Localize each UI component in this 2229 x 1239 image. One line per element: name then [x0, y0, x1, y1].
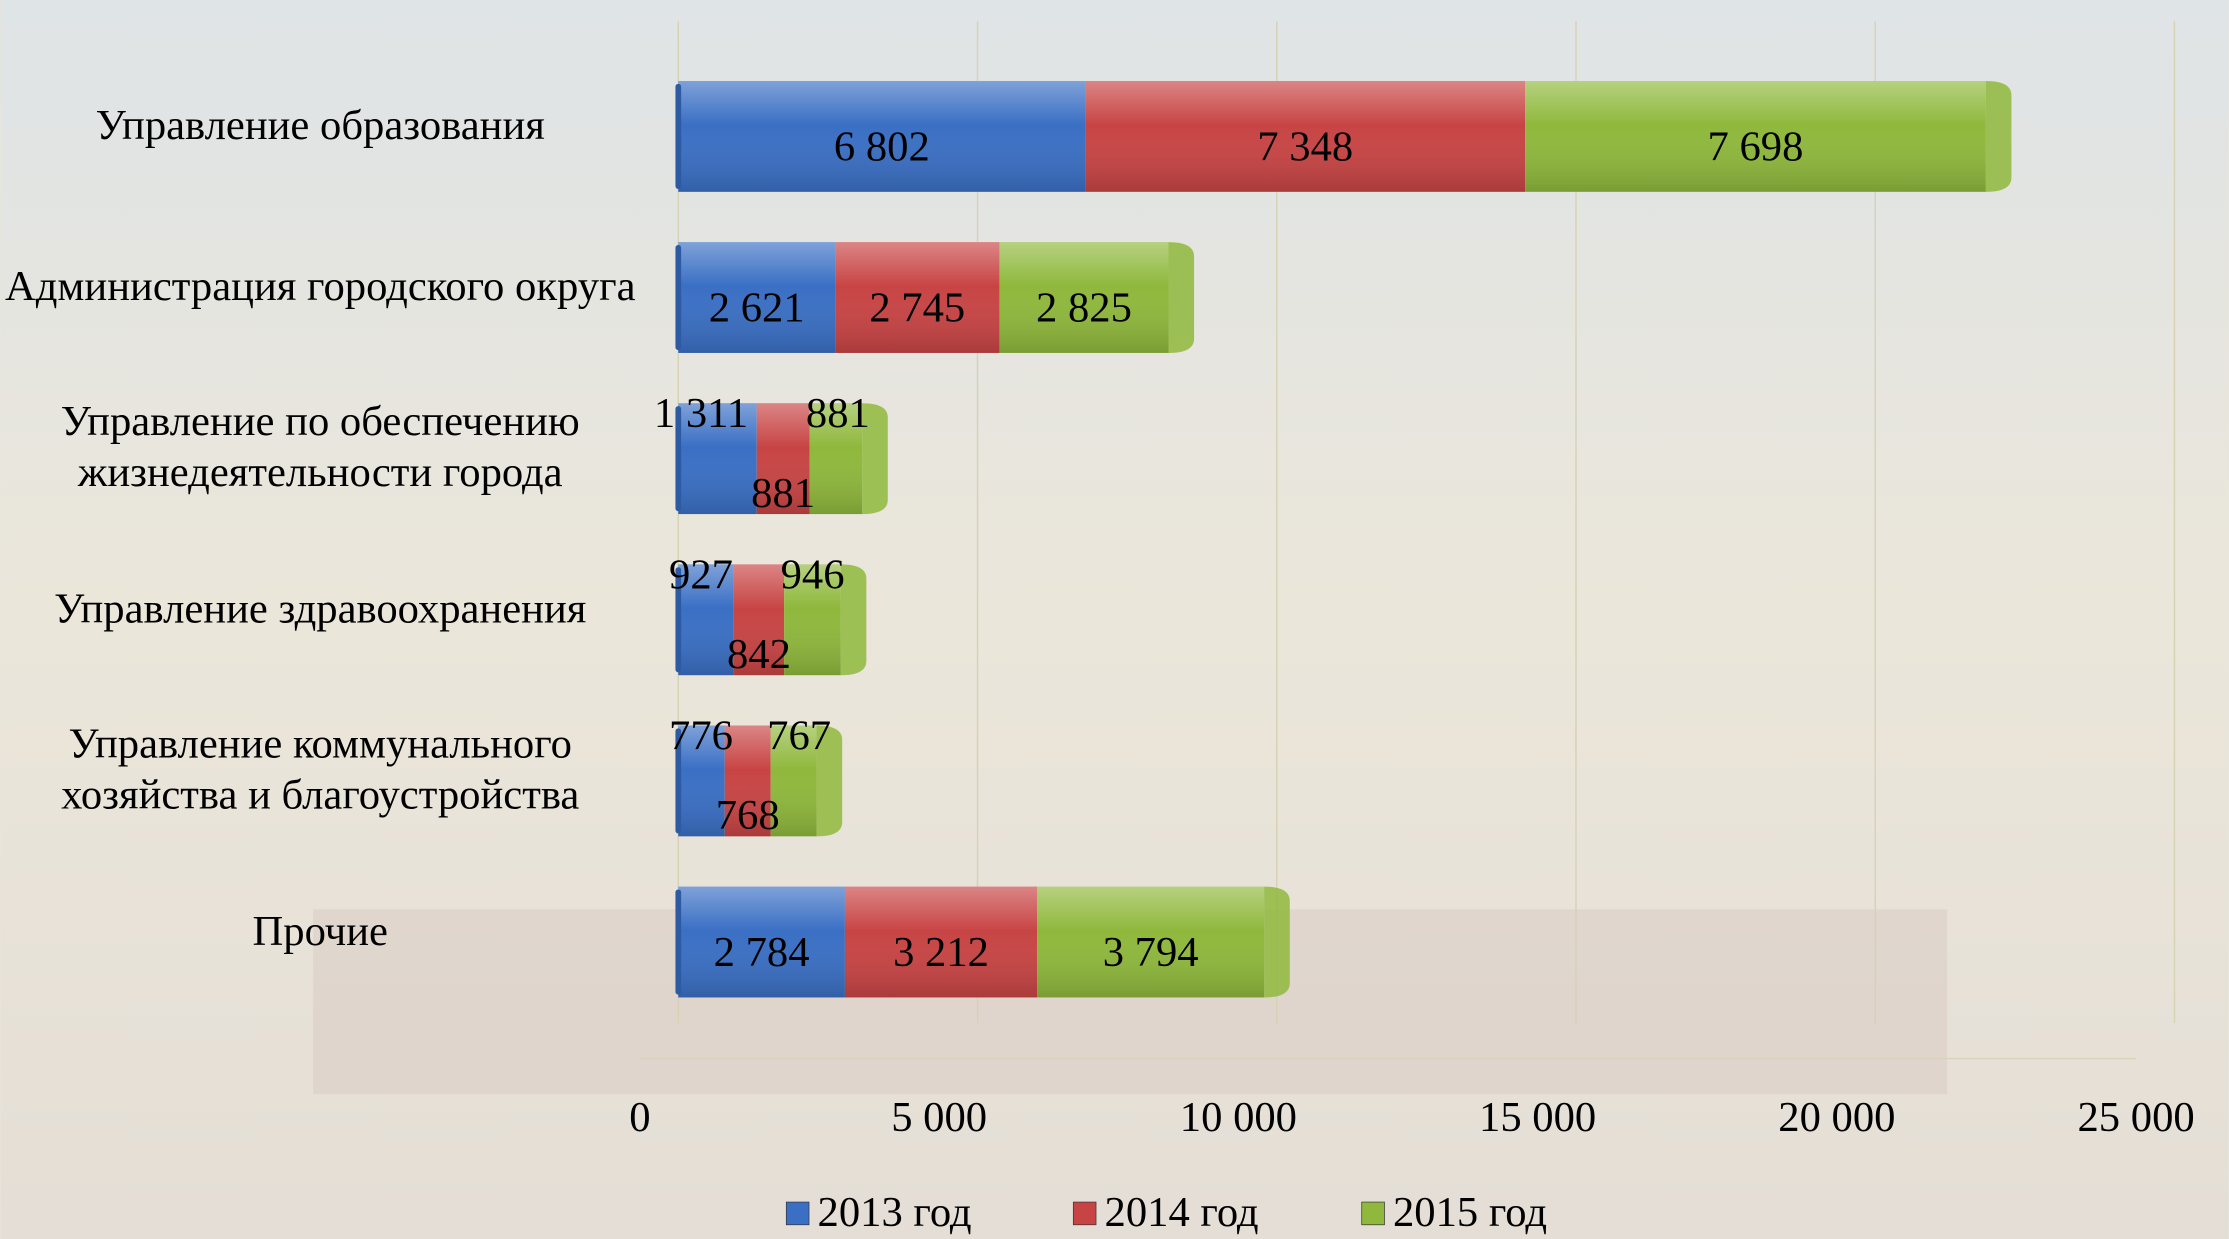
bar-shine	[770, 725, 817, 837]
legend-swatch	[785, 1201, 810, 1226]
bar-left-edge	[675, 83, 682, 189]
data-label: 946	[781, 551, 845, 598]
data-label: 881	[806, 390, 870, 437]
category-label: Администрация городского округа	[4, 262, 636, 310]
data-label: 3 794	[1103, 929, 1199, 976]
bar-shine	[724, 725, 771, 837]
bar-shine	[999, 242, 1169, 353]
data-label: 1 311	[654, 390, 748, 437]
bar-shine	[733, 564, 785, 676]
x-tick-label: 25 000	[2078, 1094, 2195, 1141]
category-label: Управление образования	[95, 101, 545, 149]
bar-shine	[844, 886, 1038, 998]
x-tick-label: 20 000	[1778, 1094, 1895, 1141]
bar-shine	[756, 403, 810, 515]
bar-cap	[1264, 886, 1290, 998]
bar-cap	[840, 564, 867, 676]
bar-left-edge	[675, 889, 682, 995]
legend-swatch	[1072, 1201, 1097, 1226]
category-text: Администрация городского округа	[4, 262, 636, 310]
category-label: Управление по обеспечению жизнедеятельно…	[60, 398, 580, 497]
x-tick-label: 15 000	[1479, 1094, 1596, 1141]
bar-shine	[1525, 80, 1986, 192]
legend-label: 2014 год	[1105, 1189, 1259, 1236]
bar-left-edge	[675, 567, 682, 673]
bar-shine	[678, 403, 757, 515]
category-label: Управление коммунального хозяйства и бла…	[61, 720, 580, 819]
bar-shine	[678, 242, 836, 353]
data-label: 767	[767, 712, 831, 759]
legend-label: 2013 год	[818, 1189, 972, 1236]
bar-shine	[678, 886, 845, 998]
bar-shine	[678, 80, 1086, 192]
category-text: Управление здравоохранения	[54, 584, 587, 632]
bar-shine	[784, 564, 841, 676]
category-label: Прочие	[252, 907, 388, 955]
bar-left-edge	[675, 728, 682, 834]
category-text: Управление коммунального хозяйства и бла…	[61, 720, 580, 819]
data-label: 768	[716, 792, 780, 839]
legend-swatch	[1361, 1201, 1385, 1226]
data-label: 2 784	[714, 929, 810, 976]
category-text: Управление образования	[95, 101, 545, 149]
bar-shine	[1037, 886, 1265, 998]
data-label: 2 745	[869, 285, 965, 332]
data-label: 927	[669, 551, 733, 598]
bar-left-edge	[675, 244, 682, 351]
x-tick-label: 10 000	[1180, 1094, 1297, 1141]
bar-cap	[862, 403, 888, 515]
data-label: 2 621	[709, 285, 805, 332]
bar-shine	[678, 725, 725, 837]
bar-shine	[678, 564, 734, 676]
data-label: 842	[727, 631, 791, 678]
legend-label: 2015 год	[1393, 1189, 1547, 1236]
data-label: 7 698	[1708, 123, 1804, 170]
category-text: Прочие	[252, 907, 388, 955]
bar-shine	[809, 403, 863, 515]
bar-cap	[1985, 80, 2012, 192]
bar-cap	[816, 725, 843, 837]
data-label: 3 212	[893, 929, 989, 976]
x-tick-label: 0	[629, 1094, 650, 1141]
bar-left-edge	[675, 406, 682, 512]
data-label: 881	[751, 470, 815, 517]
bar-cap	[1168, 242, 1195, 353]
category-label: Управление здравоохранения	[54, 584, 587, 632]
data-label: 776	[669, 712, 733, 759]
bar-shine	[835, 242, 1000, 353]
data-label: 6 802	[834, 123, 930, 170]
data-label: 7 348	[1257, 123, 1353, 170]
category-text: Управление по обеспечению жизнедеятельно…	[60, 398, 580, 497]
data-label: 2 825	[1036, 285, 1132, 332]
x-tick-label: 5 000	[891, 1094, 987, 1141]
bar-shine	[1085, 80, 1526, 192]
